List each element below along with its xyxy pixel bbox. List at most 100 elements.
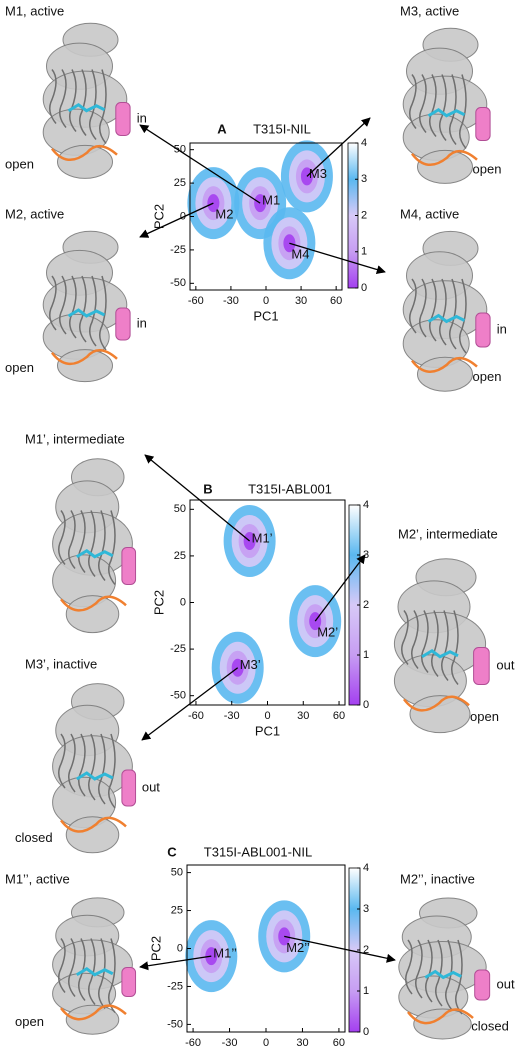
protein-cartoon xyxy=(78,733,86,797)
cluster-label: M3’ xyxy=(240,657,261,672)
protein-structure: M4, active in open xyxy=(400,206,507,392)
panel-letter: B xyxy=(203,481,212,496)
protein-cartoon xyxy=(419,278,427,338)
structure-title: M1’’, active xyxy=(5,871,70,886)
protein-cartoon xyxy=(419,74,427,133)
protein-cartoon xyxy=(99,275,107,351)
protein-cartoon xyxy=(78,938,86,1001)
protein-cartoon xyxy=(58,510,66,565)
protein-structure: M1, active in open xyxy=(5,3,147,179)
structure-title: M4, active xyxy=(400,206,459,221)
protein-cartoon xyxy=(445,939,453,1011)
protein-cartoon xyxy=(451,610,459,685)
colorbar-tick-label: 3 xyxy=(363,549,369,561)
x-axis-label: PC1 xyxy=(253,1050,278,1052)
chart-title: T315I-ABL001 xyxy=(248,481,332,496)
cluster-label: M1’ xyxy=(252,530,273,545)
colorbar-tick-label: 4 xyxy=(361,137,367,149)
protein-cartoon xyxy=(98,938,106,1009)
helix xyxy=(474,969,491,1001)
loop-label: open xyxy=(15,1014,44,1029)
protein-cartoon xyxy=(421,610,429,673)
protein-structure: M2, active in open xyxy=(5,206,147,383)
activation-loop xyxy=(60,1004,127,1021)
arrow xyxy=(139,124,261,204)
protein-cartoon xyxy=(108,733,116,809)
structure-title: M2’, intermediate xyxy=(398,526,498,541)
activation-loop xyxy=(403,695,470,712)
protein-cartoon xyxy=(98,510,106,581)
cluster-label: M1 xyxy=(262,193,280,208)
colorbar-tick-label: 2 xyxy=(361,209,367,221)
protein-cartoon xyxy=(449,74,457,145)
protein-cartoon xyxy=(429,278,437,342)
protein-cartoon xyxy=(89,275,97,347)
cluster-label: M4 xyxy=(291,247,309,262)
protein-cartoon xyxy=(413,1008,472,1040)
structure-title: M2, active xyxy=(5,206,64,221)
cluster-label: M2’ xyxy=(317,625,338,640)
helix-label: in xyxy=(137,110,147,125)
chart-title: T315I-ABL001-NIL xyxy=(204,844,312,859)
protein-cartoon xyxy=(65,816,120,854)
x-tick-label: 60 xyxy=(333,1037,345,1049)
helix-label: in xyxy=(137,315,147,330)
protein-cartoon xyxy=(57,349,113,383)
protein-cartoon xyxy=(401,610,409,665)
activation-loop xyxy=(411,149,478,166)
ligand xyxy=(67,308,106,318)
helix-label: in xyxy=(497,321,507,336)
y-tick-label: 50 xyxy=(171,866,183,878)
protein-cartoon xyxy=(49,275,57,331)
x-tick-label: 0 xyxy=(264,710,270,722)
protein-cartoon xyxy=(98,733,106,805)
y-tick-label: 50 xyxy=(174,503,186,515)
helix-label: out xyxy=(497,976,515,991)
protein-cartoon xyxy=(409,278,417,334)
cluster-label: M2’’ xyxy=(286,940,310,955)
colorbar-tick-label: 0 xyxy=(363,699,369,711)
x-tick-label: -30 xyxy=(223,295,239,307)
protein-cartoon xyxy=(78,510,86,573)
protein-cartoon xyxy=(68,733,76,793)
y-tick-label: 25 xyxy=(174,550,186,562)
activation-loop xyxy=(51,349,118,366)
helix xyxy=(121,769,137,807)
y-tick-label: -50 xyxy=(170,690,186,702)
protein-cartoon xyxy=(59,275,67,335)
protein-cartoon xyxy=(68,510,76,569)
activation-loop xyxy=(60,595,127,612)
protein-cartoon xyxy=(88,938,96,1005)
helix-label: out xyxy=(496,657,514,672)
helix xyxy=(121,547,137,585)
activation-loop xyxy=(411,356,478,373)
protein-structure: M3’, inactive out closed xyxy=(15,656,160,854)
activation-loop xyxy=(51,144,118,161)
arrow xyxy=(284,935,396,963)
arrow xyxy=(139,202,214,238)
colorbar-tick-label: 2 xyxy=(363,599,369,611)
y-tick-label: 0 xyxy=(180,596,186,608)
colorbar-tick-label: 1 xyxy=(363,985,369,997)
protein-cartoon xyxy=(65,1004,120,1035)
helix xyxy=(115,102,131,136)
protein-cartoon xyxy=(439,74,447,141)
protein-cartoon xyxy=(459,74,467,149)
protein-cartoon xyxy=(441,610,449,681)
protein-cartoon xyxy=(409,695,471,734)
arrow xyxy=(144,454,251,542)
protein-cartoon xyxy=(108,510,116,585)
colorbar-tick-label: 0 xyxy=(361,282,367,294)
loop-label: closed xyxy=(15,830,53,845)
structure-title: M1’, intermediate xyxy=(25,431,125,446)
y-tick-label: -50 xyxy=(170,277,186,289)
arrow xyxy=(139,955,212,971)
protein-structure: M2’, intermediate out open xyxy=(393,526,515,734)
loop-label: open xyxy=(473,369,502,384)
protein-cartoon xyxy=(99,69,107,144)
ligand xyxy=(421,648,459,659)
y-tick-label: 0 xyxy=(177,942,183,954)
panel-letter: A xyxy=(217,121,227,136)
protein-cartoon xyxy=(58,733,66,789)
